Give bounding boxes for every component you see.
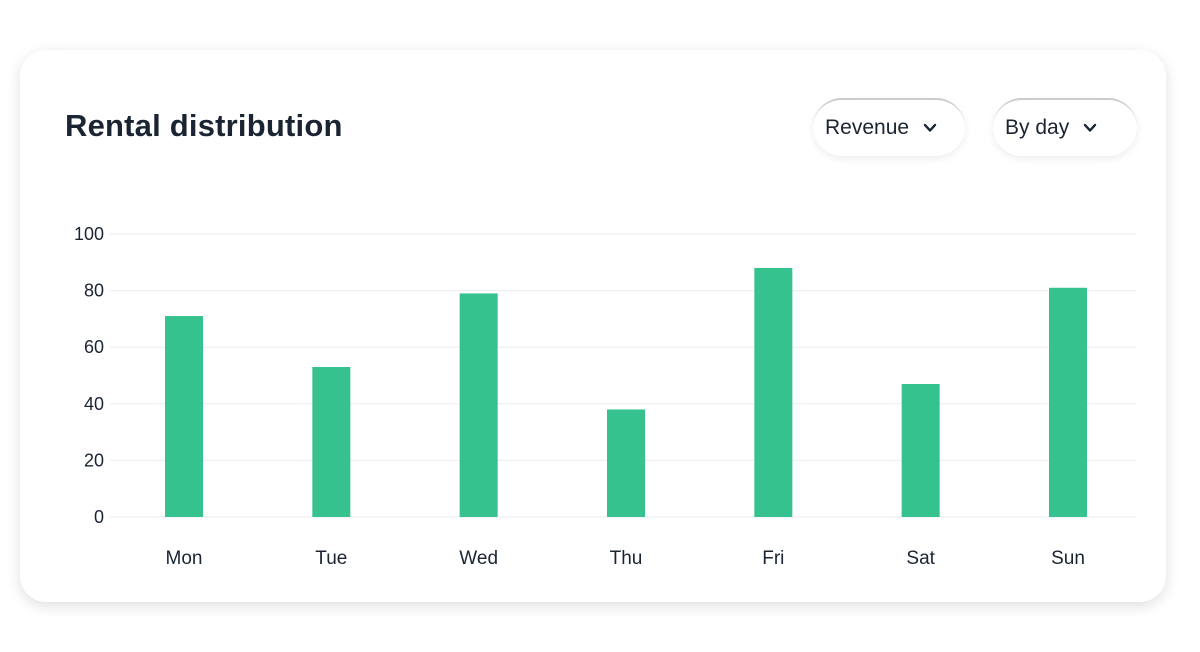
y-tick-label: 60 — [84, 337, 104, 357]
bar-chart: 0 20 40 60 80 100 Mon Tue Wed Thu Fri Sat Sun — [20, 50, 1166, 602]
y-tick-label: 40 — [84, 394, 104, 414]
bars — [165, 267, 1087, 517]
x-tick-label-mon: Mon — [166, 548, 203, 569]
bar-chart-svg: 0 20 40 60 80 100 Mon Tue Wed Thu Fri Sat Sun — [74, 224, 1136, 569]
bar-sat[interactable] — [901, 383, 940, 517]
period-dropdown-label: By day — [1005, 116, 1070, 139]
x-tick-label-thu: Thu — [610, 548, 643, 569]
y-tick-label: 80 — [84, 281, 104, 301]
x-tick-label-sat: Sat — [906, 548, 935, 569]
y-tick-label: 0 — [94, 507, 104, 527]
x-tick-label-sun: Sun — [1051, 548, 1085, 569]
chevron-down-icon — [1084, 123, 1097, 132]
y-axis-ticks: 0 20 40 60 80 100 — [74, 224, 104, 527]
x-tick-label-fri: Fri — [762, 548, 784, 569]
bar-mon[interactable] — [165, 316, 203, 517]
period-dropdown[interactable]: By day — [993, 98, 1137, 156]
bar-thu[interactable] — [607, 409, 645, 517]
metric-dropdown-label: Revenue — [825, 116, 910, 139]
rental-distribution-card: Rental distribution Revenue By day 0 20 40… — [20, 50, 1166, 602]
y-tick-label: 100 — [74, 224, 104, 244]
x-tick-label-tue: Tue — [315, 548, 347, 569]
y-tick-label: 20 — [84, 450, 104, 470]
x-tick-label-wed: Wed — [459, 548, 498, 569]
bar-sun[interactable] — [1049, 287, 1087, 517]
chart-title: Rental distribution — [65, 108, 343, 143]
bar-fri[interactable] — [754, 267, 793, 517]
metric-dropdown[interactable]: Revenue — [813, 98, 965, 156]
x-axis-ticks: Mon Tue Wed Thu Fri Sat Sun — [166, 548, 1085, 569]
bar-wed[interactable] — [459, 293, 498, 517]
bar-tue[interactable] — [312, 367, 351, 517]
chevron-down-icon — [923, 123, 937, 132]
